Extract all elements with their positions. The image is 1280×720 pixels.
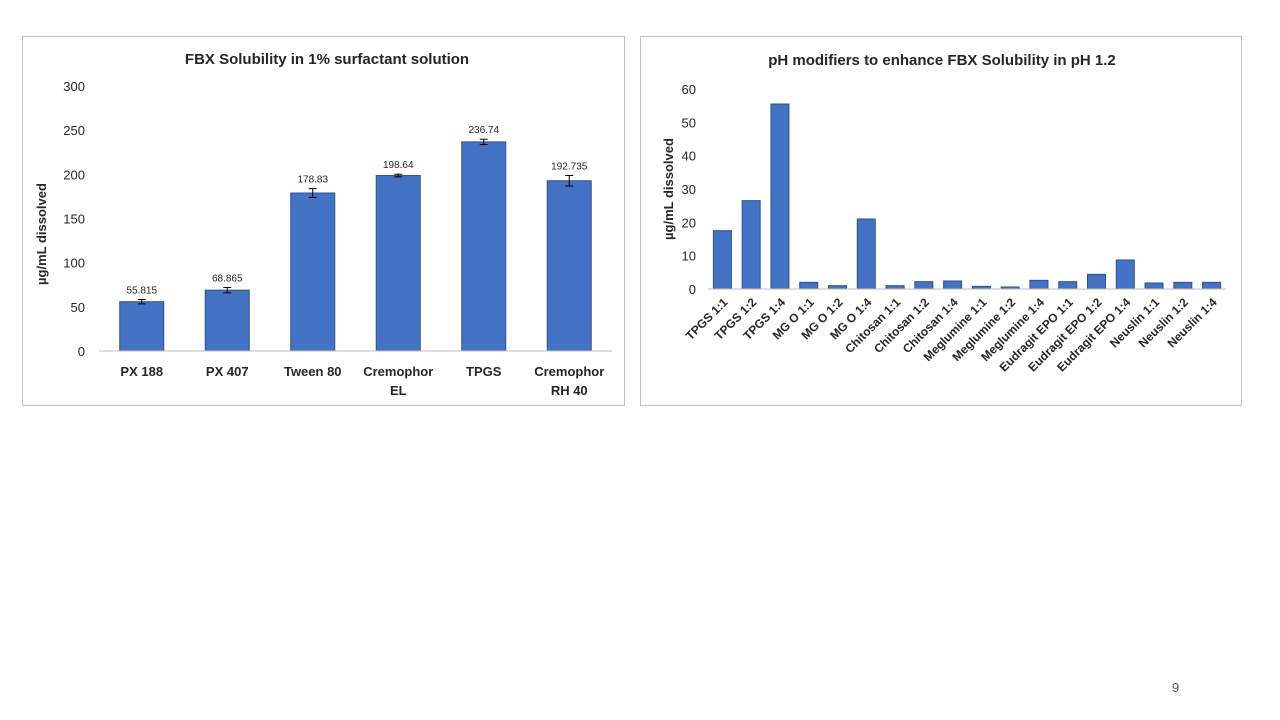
bar [943, 280, 963, 290]
ph-modifiers-chart: pH modifiers to enhance FBX Solubility i… [661, 52, 1226, 374]
y-tick-label: 10 [682, 249, 696, 264]
bar [1115, 259, 1135, 290]
chart-panel-surfactant-solubility: FBX Solubility in 1% surfactant solution… [22, 36, 625, 406]
surfactant-solubility-chart: FBX Solubility in 1% surfactant solution… [34, 51, 612, 398]
x-tick-label: Tween 80 [284, 364, 342, 379]
bar [712, 230, 732, 290]
bar [1202, 281, 1222, 290]
y-axis-label: µg/mL dissolved [661, 138, 676, 240]
data-label: 198.64 [383, 160, 414, 171]
chart-title: FBX Solubility in 1% surfactant solution [185, 51, 469, 68]
y-tick-label: 60 [682, 82, 696, 97]
y-tick-label: 100 [63, 256, 85, 271]
x-tick-label: PX 407 [206, 364, 249, 379]
x-tick-label: Cremophor [534, 364, 604, 379]
chart-panel-ph-modifiers: pH modifiers to enhance FBX Solubility i… [640, 36, 1242, 406]
x-tick-label: TPGS [466, 364, 502, 379]
bar [856, 218, 876, 290]
chart-title: pH modifiers to enhance FBX Solubility i… [768, 52, 1116, 69]
data-label: 68.865 [212, 274, 243, 285]
bar [741, 200, 761, 290]
bar [1173, 281, 1193, 290]
page-number: 9 [1172, 680, 1180, 695]
bar [1087, 273, 1106, 290]
bar [119, 301, 165, 352]
x-tick-label: EL [390, 383, 407, 398]
y-axis-label: µg/mL dissolved [34, 183, 49, 285]
bar [799, 281, 819, 290]
x-tick-label: PX 188 [120, 364, 163, 379]
y-tick-label: 250 [63, 123, 85, 138]
x-tick-label: Cremophor [363, 364, 433, 379]
bar [1029, 279, 1049, 290]
data-label: 178.83 [297, 175, 328, 186]
y-tick-label: 20 [682, 215, 696, 230]
bar [1144, 282, 1164, 290]
bar [461, 141, 507, 352]
y-tick-label: 300 [63, 79, 85, 94]
x-tick-label: RH 40 [551, 383, 588, 398]
bar [204, 289, 250, 352]
y-tick-label: 0 [78, 344, 85, 359]
bar [1058, 281, 1078, 290]
y-tick-label: 50 [71, 300, 85, 315]
data-label: 192.735 [551, 161, 588, 172]
y-tick-label: 40 [682, 149, 696, 164]
y-tick-label: 50 [682, 115, 696, 130]
bar [914, 281, 934, 290]
bar [770, 103, 790, 290]
data-label: 55.815 [126, 285, 157, 296]
bar [290, 192, 336, 352]
y-tick-label: 200 [63, 167, 85, 182]
data-label: 236.74 [468, 125, 499, 136]
bar [375, 175, 421, 352]
y-tick-label: 0 [689, 282, 696, 297]
y-tick-label: 30 [682, 182, 696, 197]
y-tick-label: 150 [63, 212, 85, 227]
bar [546, 180, 592, 352]
